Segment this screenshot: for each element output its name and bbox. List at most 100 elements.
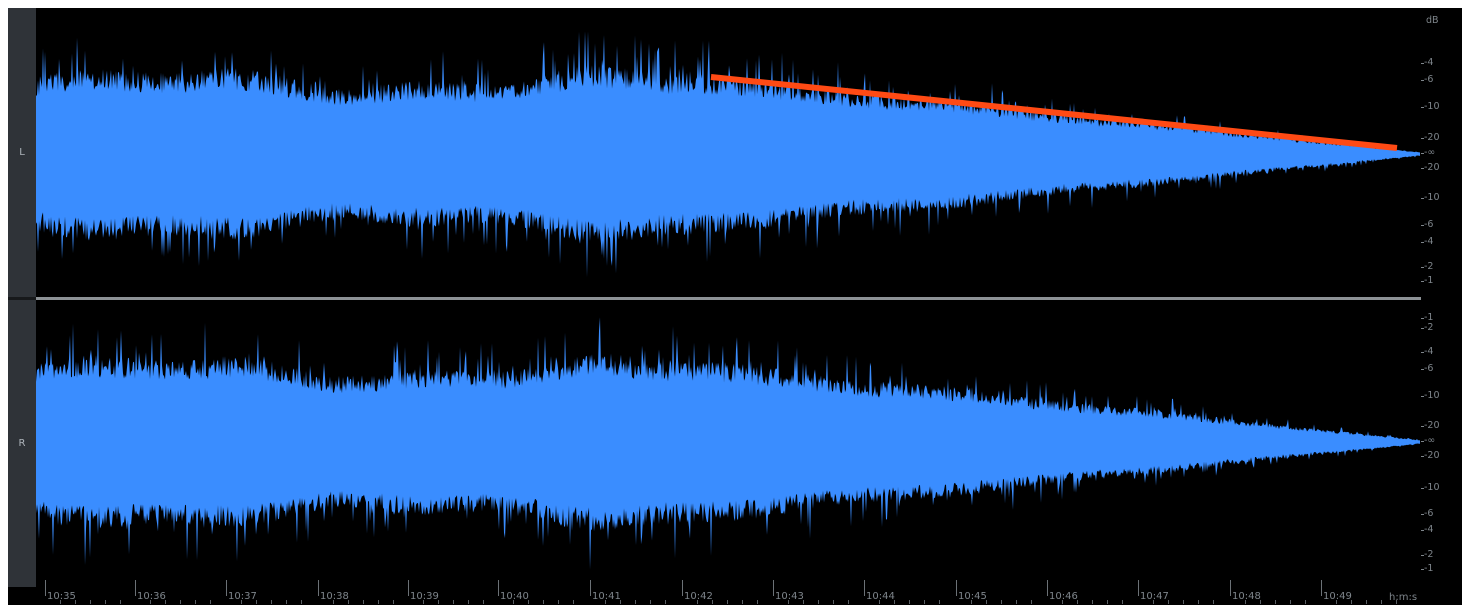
time-ruler-minor-tick xyxy=(697,600,698,604)
time-ruler-label-10: 10:45 xyxy=(958,591,987,602)
time-ruler-minor-tick xyxy=(286,600,287,604)
time-ruler-minor-tick xyxy=(788,600,789,604)
db-scale-tick xyxy=(1421,396,1424,397)
db-scale-label-right-4: -10 xyxy=(1424,390,1440,401)
time-ruler[interactable] xyxy=(36,587,1421,605)
time-ruler-minor-tick xyxy=(241,600,242,604)
time-ruler-label-13: 10:48 xyxy=(1232,591,1261,602)
time-ruler-minor-tick xyxy=(348,600,349,604)
time-ruler-minor-tick xyxy=(939,600,940,604)
time-ruler-label-2: 10:37 xyxy=(228,591,257,602)
db-scale-label-right-7: -20 xyxy=(1424,450,1440,461)
time-ruler-label-14: 10:49 xyxy=(1323,591,1352,602)
waveform-left-channel xyxy=(36,31,1420,278)
time-ruler-minor-tick xyxy=(1001,600,1002,604)
time-ruler-minor-tick xyxy=(150,600,151,604)
db-scale-label-left-0: -4 xyxy=(1424,57,1434,68)
time-ruler-minor-tick xyxy=(75,600,76,604)
time-ruler-minor-tick xyxy=(1031,600,1032,604)
db-scale-label-right-8: -10 xyxy=(1424,482,1440,493)
time-ruler-minor-tick xyxy=(894,600,895,604)
time-ruler-minor-tick xyxy=(333,600,334,604)
time-ruler-minor-tick xyxy=(1366,600,1367,604)
waveform-right-channel xyxy=(36,317,1420,570)
time-ruler-major-tick xyxy=(1047,580,1048,596)
channel-tab-separator xyxy=(8,297,36,300)
time-ruler-minor-tick xyxy=(468,600,469,604)
time-units-label: h:m:s xyxy=(1389,592,1418,603)
channel-divider[interactable] xyxy=(36,297,1421,300)
db-scale-label-left-7: -6 xyxy=(1424,219,1434,230)
time-ruler-minor-tick xyxy=(60,600,61,604)
time-ruler-minor-tick xyxy=(712,600,713,604)
db-scale-label-left-9: -2 xyxy=(1424,261,1434,272)
db-scale-tick xyxy=(1421,488,1424,489)
channel-tab-right[interactable]: R xyxy=(8,300,36,587)
db-scale-label-right-11: -2 xyxy=(1424,549,1434,560)
time-ruler-major-tick xyxy=(682,580,683,596)
db-scale-label-left-4: -∞ xyxy=(1424,147,1436,158)
time-ruler-label-7: 10:42 xyxy=(684,591,713,602)
time-ruler-minor-tick xyxy=(528,600,529,604)
db-scale-label-right-5: -20 xyxy=(1424,420,1440,431)
time-ruler-label-1: 10:36 xyxy=(137,591,166,602)
time-ruler-minor-tick xyxy=(620,600,621,604)
time-ruler-minor-tick xyxy=(971,600,972,604)
waveform-path xyxy=(36,317,1420,570)
time-ruler-major-tick xyxy=(1321,580,1322,596)
time-ruler-major-tick xyxy=(590,580,591,596)
time-ruler-major-tick xyxy=(135,580,136,596)
db-scale-label-left-8: -4 xyxy=(1424,236,1434,247)
time-ruler-minor-tick xyxy=(757,600,758,604)
channel-label-left: L xyxy=(19,147,25,158)
time-ruler-minor-tick xyxy=(393,600,394,604)
db-scale-tick xyxy=(1421,267,1424,268)
time-ruler-minor-tick xyxy=(909,600,910,604)
db-scale-tick xyxy=(1421,328,1424,329)
time-ruler-minor-tick xyxy=(1260,600,1261,604)
time-ruler-minor-tick xyxy=(635,600,636,604)
db-scale-label-right-12: -1 xyxy=(1424,563,1434,574)
db-scale-tick xyxy=(1421,242,1424,243)
time-ruler-label-6: 10:41 xyxy=(592,591,621,602)
time-ruler-minor-tick xyxy=(301,600,302,604)
db-scale-label-left-2: -10 xyxy=(1424,101,1440,112)
time-ruler-minor-tick xyxy=(90,600,91,604)
db-scale-tick xyxy=(1421,555,1424,556)
db-scale-tick xyxy=(1421,426,1424,427)
db-scale-label-right-2: -4 xyxy=(1424,346,1434,357)
db-scale-label-right-9: -6 xyxy=(1424,508,1434,519)
time-ruler-minor-tick xyxy=(1153,600,1154,604)
time-ruler-minor-tick xyxy=(1275,600,1276,604)
time-ruler-minor-tick xyxy=(848,600,849,604)
time-ruler-minor-tick xyxy=(256,600,257,604)
db-scale-tick xyxy=(1421,569,1424,570)
time-ruler-minor-tick xyxy=(271,600,272,604)
time-ruler-minor-tick xyxy=(1213,600,1214,604)
time-ruler-minor-tick xyxy=(363,600,364,604)
time-ruler-major-tick xyxy=(1138,580,1139,596)
time-ruler-major-tick xyxy=(408,580,409,596)
time-ruler-minor-tick xyxy=(818,600,819,604)
db-scale-label-left-10: -1 xyxy=(1424,275,1434,286)
db-scale-tick xyxy=(1421,198,1424,199)
time-ruler-minor-tick xyxy=(1077,600,1078,604)
fade-annotation-line xyxy=(710,74,1398,151)
time-ruler-major-tick xyxy=(318,580,319,596)
time-ruler-minor-tick xyxy=(727,600,728,604)
time-ruler-major-tick xyxy=(1230,580,1231,596)
channel-tab-left[interactable]: L xyxy=(8,8,36,297)
db-scale-tick xyxy=(1421,369,1424,370)
time-ruler-label-0: 10:35 xyxy=(47,591,76,602)
db-scale-tick xyxy=(1421,281,1424,282)
time-ruler-minor-tick xyxy=(543,600,544,604)
db-scale-label-left-5: -20 xyxy=(1424,162,1440,173)
db-scale-label-right-6: -∞ xyxy=(1424,435,1436,446)
time-ruler-minor-tick xyxy=(1016,600,1017,604)
db-scale-tick xyxy=(1421,441,1424,442)
db-scale-label-right-10: -4 xyxy=(1424,524,1434,535)
db-scale-label-right-0: -1 xyxy=(1424,312,1434,323)
time-ruler-minor-tick xyxy=(924,600,925,604)
time-ruler-minor-tick xyxy=(453,600,454,604)
